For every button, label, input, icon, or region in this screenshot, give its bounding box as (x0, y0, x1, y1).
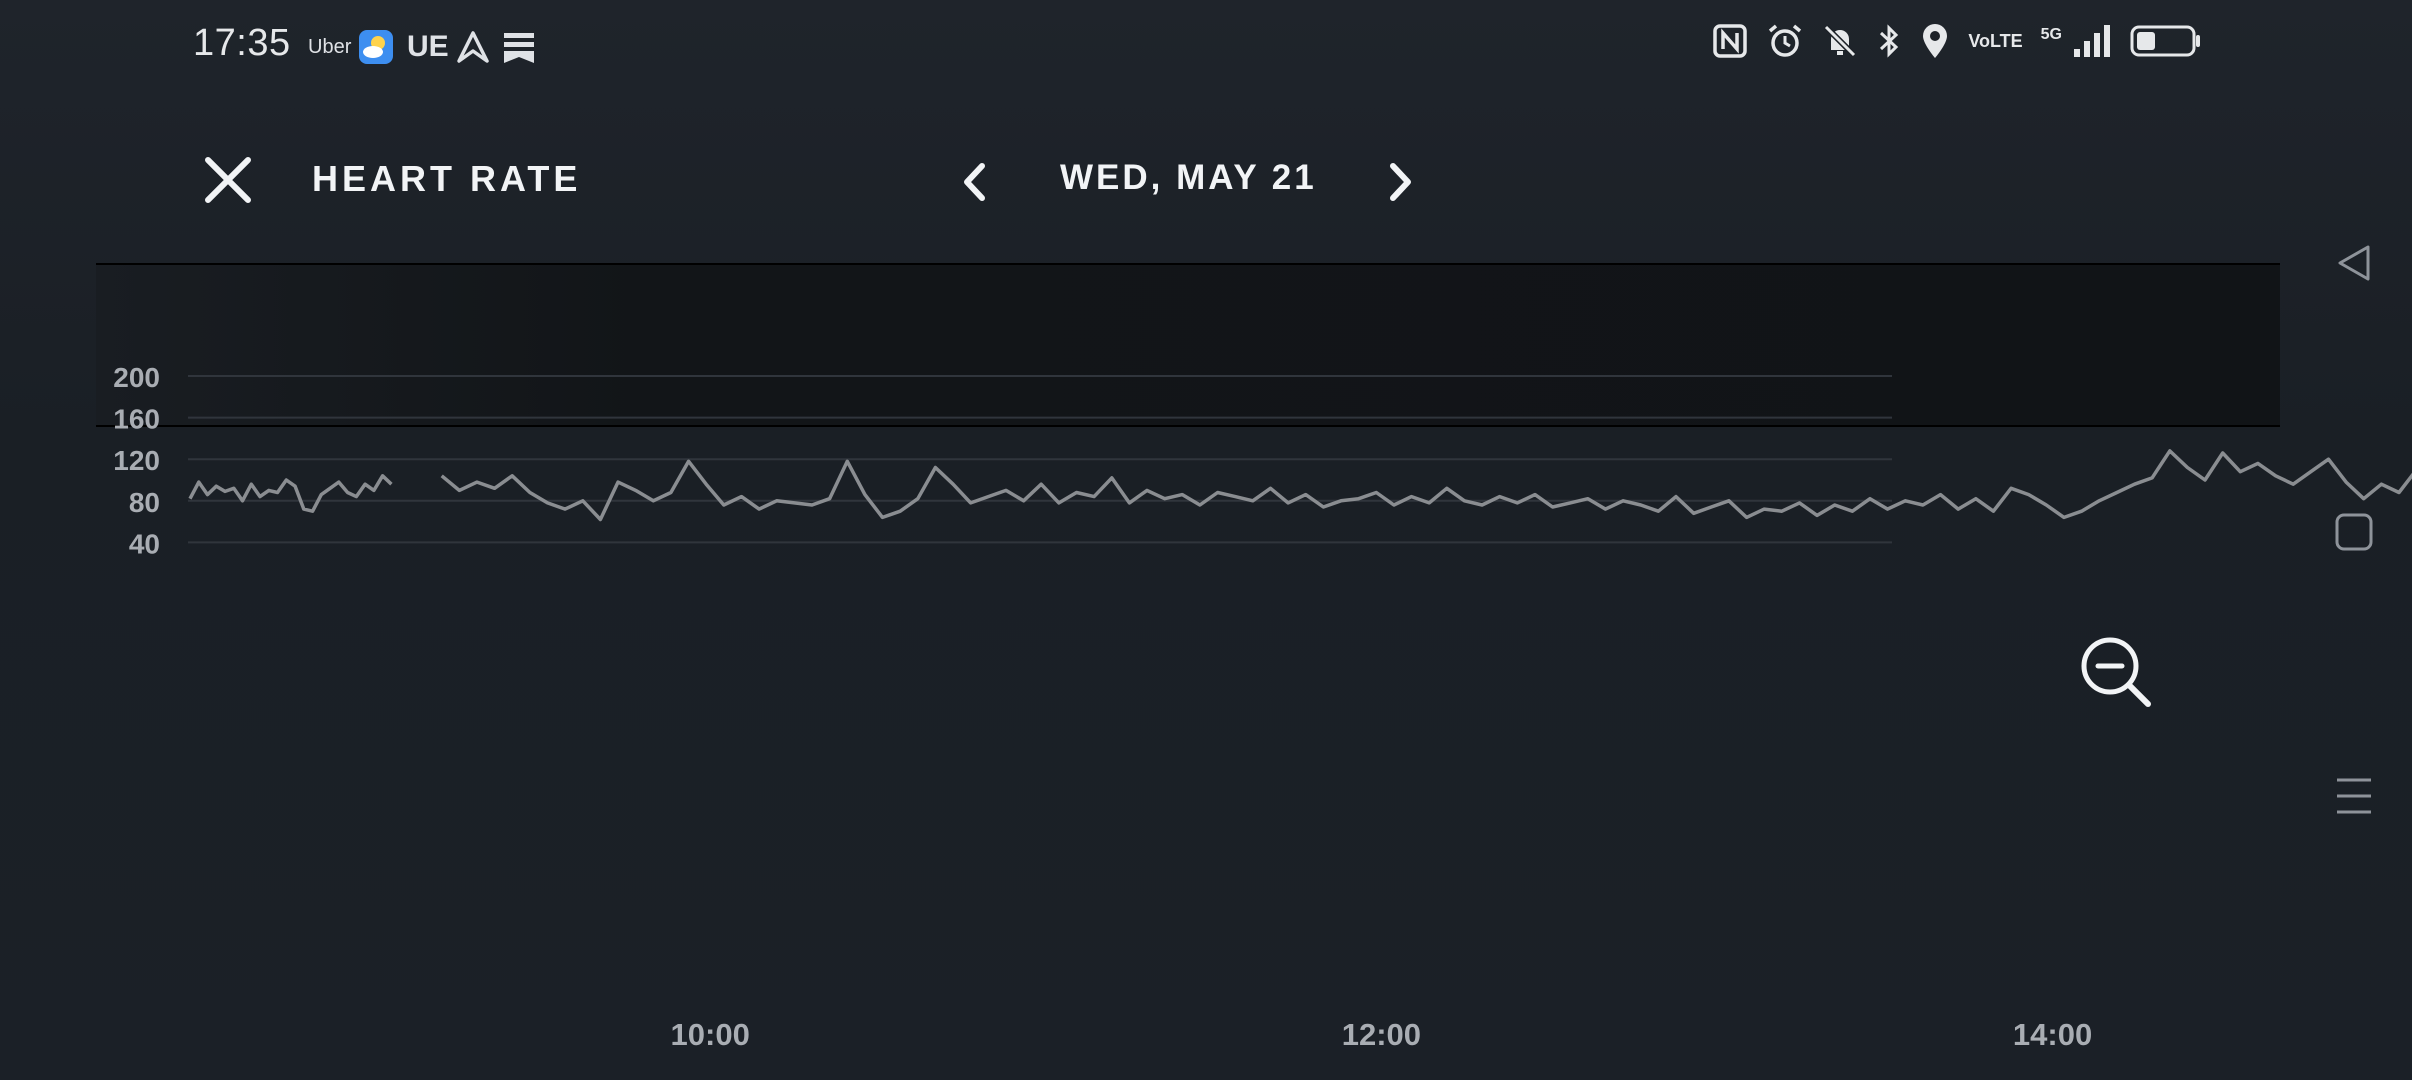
status-time: 17:35 (193, 22, 291, 64)
y-tick-label: 80 (129, 487, 160, 518)
home-button[interactable] (2322, 502, 2386, 562)
network-5g-label: 5G (2040, 26, 2062, 43)
battery-icon (2130, 23, 2202, 59)
y-tick-label: 160 (113, 404, 160, 435)
weather-icon (358, 24, 394, 70)
close-button[interactable] (198, 150, 258, 210)
y-tick-label: 120 (113, 445, 160, 476)
heart-rate-line (440, 449, 2412, 522)
x-tick-label: 14:00 (2013, 1017, 2092, 1052)
arrow-logo-icon (455, 24, 491, 70)
previous-day-button[interactable] (955, 160, 995, 204)
volte-label-vo: Vo (1968, 31, 1990, 51)
reader-icon (502, 24, 536, 70)
bluetooth-icon (1876, 23, 1902, 59)
y-axis-labels: 200 160 120 80 40 (113, 362, 160, 559)
signal-icon (2072, 23, 2112, 59)
muted-bell-icon (1822, 23, 1858, 59)
close-icon (205, 157, 251, 203)
nfc-icon (1712, 23, 1748, 59)
page-title: HEART RATE (312, 158, 582, 199)
recent-apps-button[interactable] (2322, 766, 2386, 826)
chevron-left-icon (964, 163, 985, 201)
volte-label-lte: LTE (1989, 31, 2023, 51)
x-tick-label: 10:00 (671, 1017, 750, 1052)
x-tick-label: 12:00 (1342, 1017, 1421, 1052)
alarm-icon (1766, 22, 1804, 60)
heart-rate-line (188, 474, 393, 513)
system-icons: Vo LTE 5G (1712, 22, 2202, 60)
menu-lines-icon (2337, 778, 2371, 814)
back-icon (2338, 245, 2370, 281)
home-square-icon (2335, 513, 2373, 551)
volte-icon: Vo LTE (1968, 32, 2022, 50)
date-label: WED, MAY 21 (1060, 158, 1317, 197)
back-button[interactable] (2322, 233, 2386, 293)
uber-notification-icon: Uber (308, 35, 352, 58)
heart-rate-lines (188, 449, 2412, 522)
ue-notification-icon: UE (407, 30, 449, 63)
zoom-out-icon (2081, 637, 2151, 707)
y-tick-label: 40 (129, 528, 160, 559)
status-bar: 17:35 Uber UE Vo LTE 5G (0, 0, 2412, 96)
grid-lines (188, 375, 1892, 544)
chevron-right-icon (1390, 163, 1411, 201)
y-tick-label: 200 (113, 362, 160, 393)
zoom-out-button[interactable] (2078, 634, 2154, 710)
next-day-button[interactable] (1380, 160, 1420, 204)
activity-band-header (96, 263, 2280, 426)
location-icon (1920, 22, 1950, 60)
